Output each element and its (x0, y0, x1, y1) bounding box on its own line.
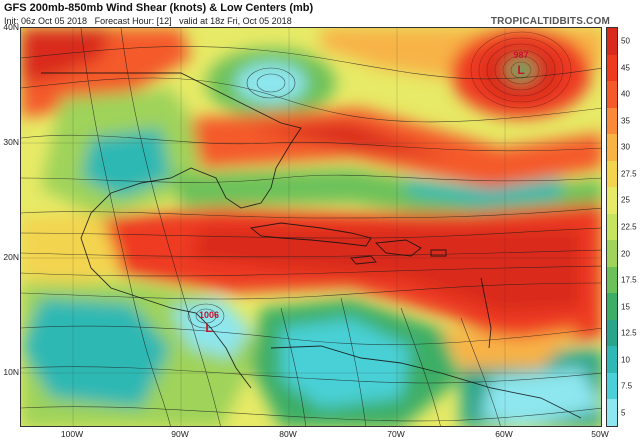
legend-label: 40 (621, 89, 630, 99)
lat-lon-grid (21, 28, 601, 426)
legend-swatch (607, 81, 617, 109)
legend-swatch (607, 107, 617, 135)
legend-swatch (607, 266, 617, 294)
lon-label-50w: 50W (591, 429, 609, 439)
wind-shear-map: 987 L 1006 L (20, 27, 602, 427)
map-canvas: 987 L 1006 L (21, 28, 601, 426)
valid-time: valid at 18z Fri, Oct 05 2018 (179, 16, 292, 26)
legend-label: 7.5 (621, 381, 633, 391)
legend-swatch (607, 54, 617, 82)
legend-label: 15 (621, 302, 630, 312)
lon-label-90w: 90W (171, 429, 189, 439)
low-center-1006-symbol: L (205, 321, 212, 335)
legend-label: 22.5 (621, 222, 637, 232)
vortex-swirls (187, 67, 296, 329)
lon-label-80w: 80W (279, 429, 297, 439)
isobar-rings (470, 31, 572, 109)
legend-label: 50 (621, 36, 630, 46)
init-time: Init: 06z Oct 05 2018 (4, 16, 88, 26)
legend-label: 35 (621, 116, 630, 126)
low-center-1006-pressure: 1006 (199, 310, 219, 320)
map-title: GFS 200mb-850mb Wind Shear (knots) & Low… (4, 2, 314, 14)
coastlines (41, 72, 582, 419)
shear-color-legend (606, 27, 618, 427)
legend-swatch (607, 372, 617, 400)
forecast-hour: Forecast Hour: [12] (94, 16, 172, 26)
legend-swatch (607, 293, 617, 321)
legend-swatch (607, 28, 617, 56)
brand-watermark: TROPICALTIDBITS.COM (490, 16, 610, 27)
legend-swatch (607, 346, 617, 374)
lat-label-30n: 30N (3, 137, 19, 147)
legend-swatch (607, 399, 617, 427)
lat-label-40n: 40N (3, 22, 19, 32)
legend-swatch (607, 187, 617, 215)
low-center-987: 987 L (513, 50, 528, 77)
legend-label: 45 (621, 63, 630, 73)
legend-label: 12.5 (621, 328, 637, 338)
lon-label-100w: 100W (60, 429, 84, 439)
legend-swatch (607, 160, 617, 188)
legend-label: 10 (621, 355, 630, 365)
lon-label-60w: 60W (495, 429, 513, 439)
streamlines (21, 28, 601, 426)
legend-label: 17.5 (621, 275, 637, 285)
legend-swatch (607, 213, 617, 241)
low-center-987-pressure: 987 (513, 50, 528, 60)
low-center-987-symbol: L (517, 63, 524, 77)
legend-label: 5 (621, 408, 626, 418)
legend-swatch (607, 134, 617, 162)
legend-swatch (607, 319, 617, 347)
legend-label: 20 (621, 249, 630, 259)
lat-label-20n: 20N (3, 252, 19, 262)
legend-label: 27.5 (621, 169, 637, 179)
shear-field (21, 28, 601, 426)
lon-label-70w: 70W (387, 429, 405, 439)
lat-label-10n: 10N (3, 367, 19, 377)
legend-label: 25 (621, 195, 630, 205)
map-subtitle: Init: 06z Oct 05 2018 Forecast Hour: [12… (4, 16, 292, 26)
low-center-1006: 1006 L (199, 310, 219, 335)
legend-swatch (607, 240, 617, 268)
legend-label: 30 (621, 142, 630, 152)
